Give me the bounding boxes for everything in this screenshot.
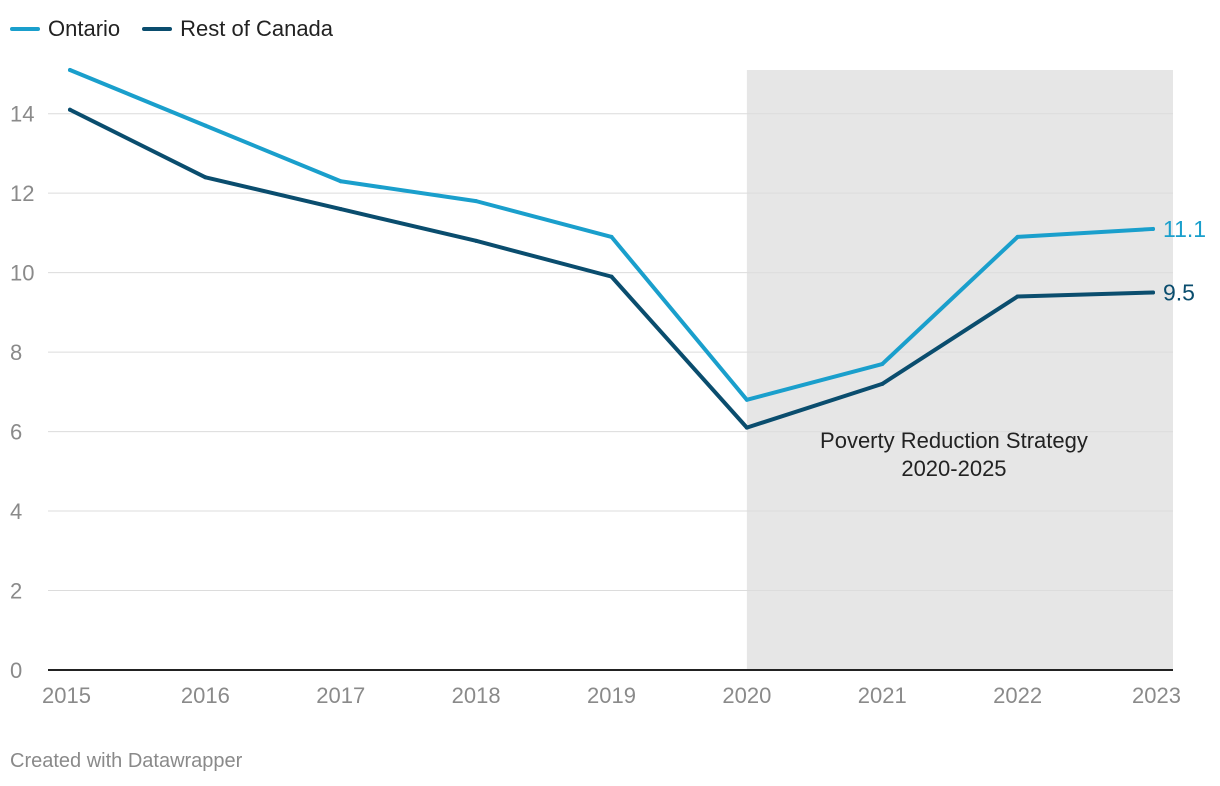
data-point-ontario — [68, 68, 72, 72]
x-tick-label: 2020 — [722, 683, 771, 708]
y-tick-label: 2 — [10, 579, 22, 604]
data-point-ontario — [1015, 234, 1020, 239]
chart-legend: Ontario Rest of Canada — [10, 16, 333, 42]
legend-label-rest-of-canada: Rest of Canada — [180, 16, 334, 41]
data-point-rest-of-canada — [744, 425, 749, 430]
footer-credit: Created with Datawrapper — [10, 750, 243, 772]
data-point-ontario — [203, 123, 208, 128]
x-tick-label: 2016 — [181, 683, 230, 708]
data-point-ontario — [474, 199, 479, 204]
data-point-rest-of-canada — [1151, 290, 1155, 295]
x-tick-label: 2022 — [993, 683, 1042, 708]
data-point-rest-of-canada — [203, 175, 208, 180]
legend-swatch-ontario — [10, 27, 40, 31]
data-point-rest-of-canada — [609, 274, 614, 279]
data-point-rest-of-canada — [474, 238, 479, 243]
y-tick-label: 12 — [10, 181, 34, 206]
data-point-ontario — [609, 234, 614, 239]
y-tick-label: 6 — [10, 420, 22, 445]
y-tick-label: 0 — [10, 658, 22, 683]
data-point-ontario — [744, 397, 749, 402]
annotation-line-2: 2020-2025 — [901, 456, 1006, 481]
x-tick-label: 2018 — [452, 683, 501, 708]
end-label-rest-of-canada: 9.5 — [1163, 280, 1195, 306]
data-point-rest-of-canada — [1015, 294, 1020, 299]
data-point-rest-of-canada — [68, 107, 72, 112]
end-label-ontario: 11.1 — [1163, 216, 1206, 242]
y-tick-label: 14 — [10, 102, 34, 127]
data-point-rest-of-canada — [338, 207, 343, 212]
data-point-rest-of-canada — [880, 381, 885, 386]
data-point-ontario — [1151, 226, 1155, 231]
x-tick-label: 2015 — [42, 683, 91, 708]
x-tick-label: 2021 — [858, 683, 907, 708]
legend-swatch-rest-of-canada — [142, 27, 173, 31]
highlight-region — [746, 70, 1173, 670]
x-tick-label: 2019 — [587, 683, 636, 708]
annotation-line-1: Poverty Reduction Strategy — [820, 428, 1088, 453]
y-tick-label: 10 — [10, 261, 34, 286]
line-chart: 0 2 4 6 8 10 12 14 2015 2016 2017 2018 2019 2020 2021 2… — [10, 68, 1206, 708]
x-tick-label: 2017 — [316, 683, 365, 708]
legend-label-ontario: Ontario — [48, 16, 121, 41]
data-point-ontario — [880, 362, 885, 367]
legend-item-ontario: Ontario — [10, 16, 120, 42]
legend-item-rest-of-canada: Rest of Canada — [142, 16, 333, 42]
data-point-ontario — [338, 179, 343, 184]
x-tick-label: 2023 — [1132, 683, 1181, 708]
y-tick-label: 8 — [10, 340, 22, 365]
y-tick-label: 4 — [10, 499, 22, 524]
